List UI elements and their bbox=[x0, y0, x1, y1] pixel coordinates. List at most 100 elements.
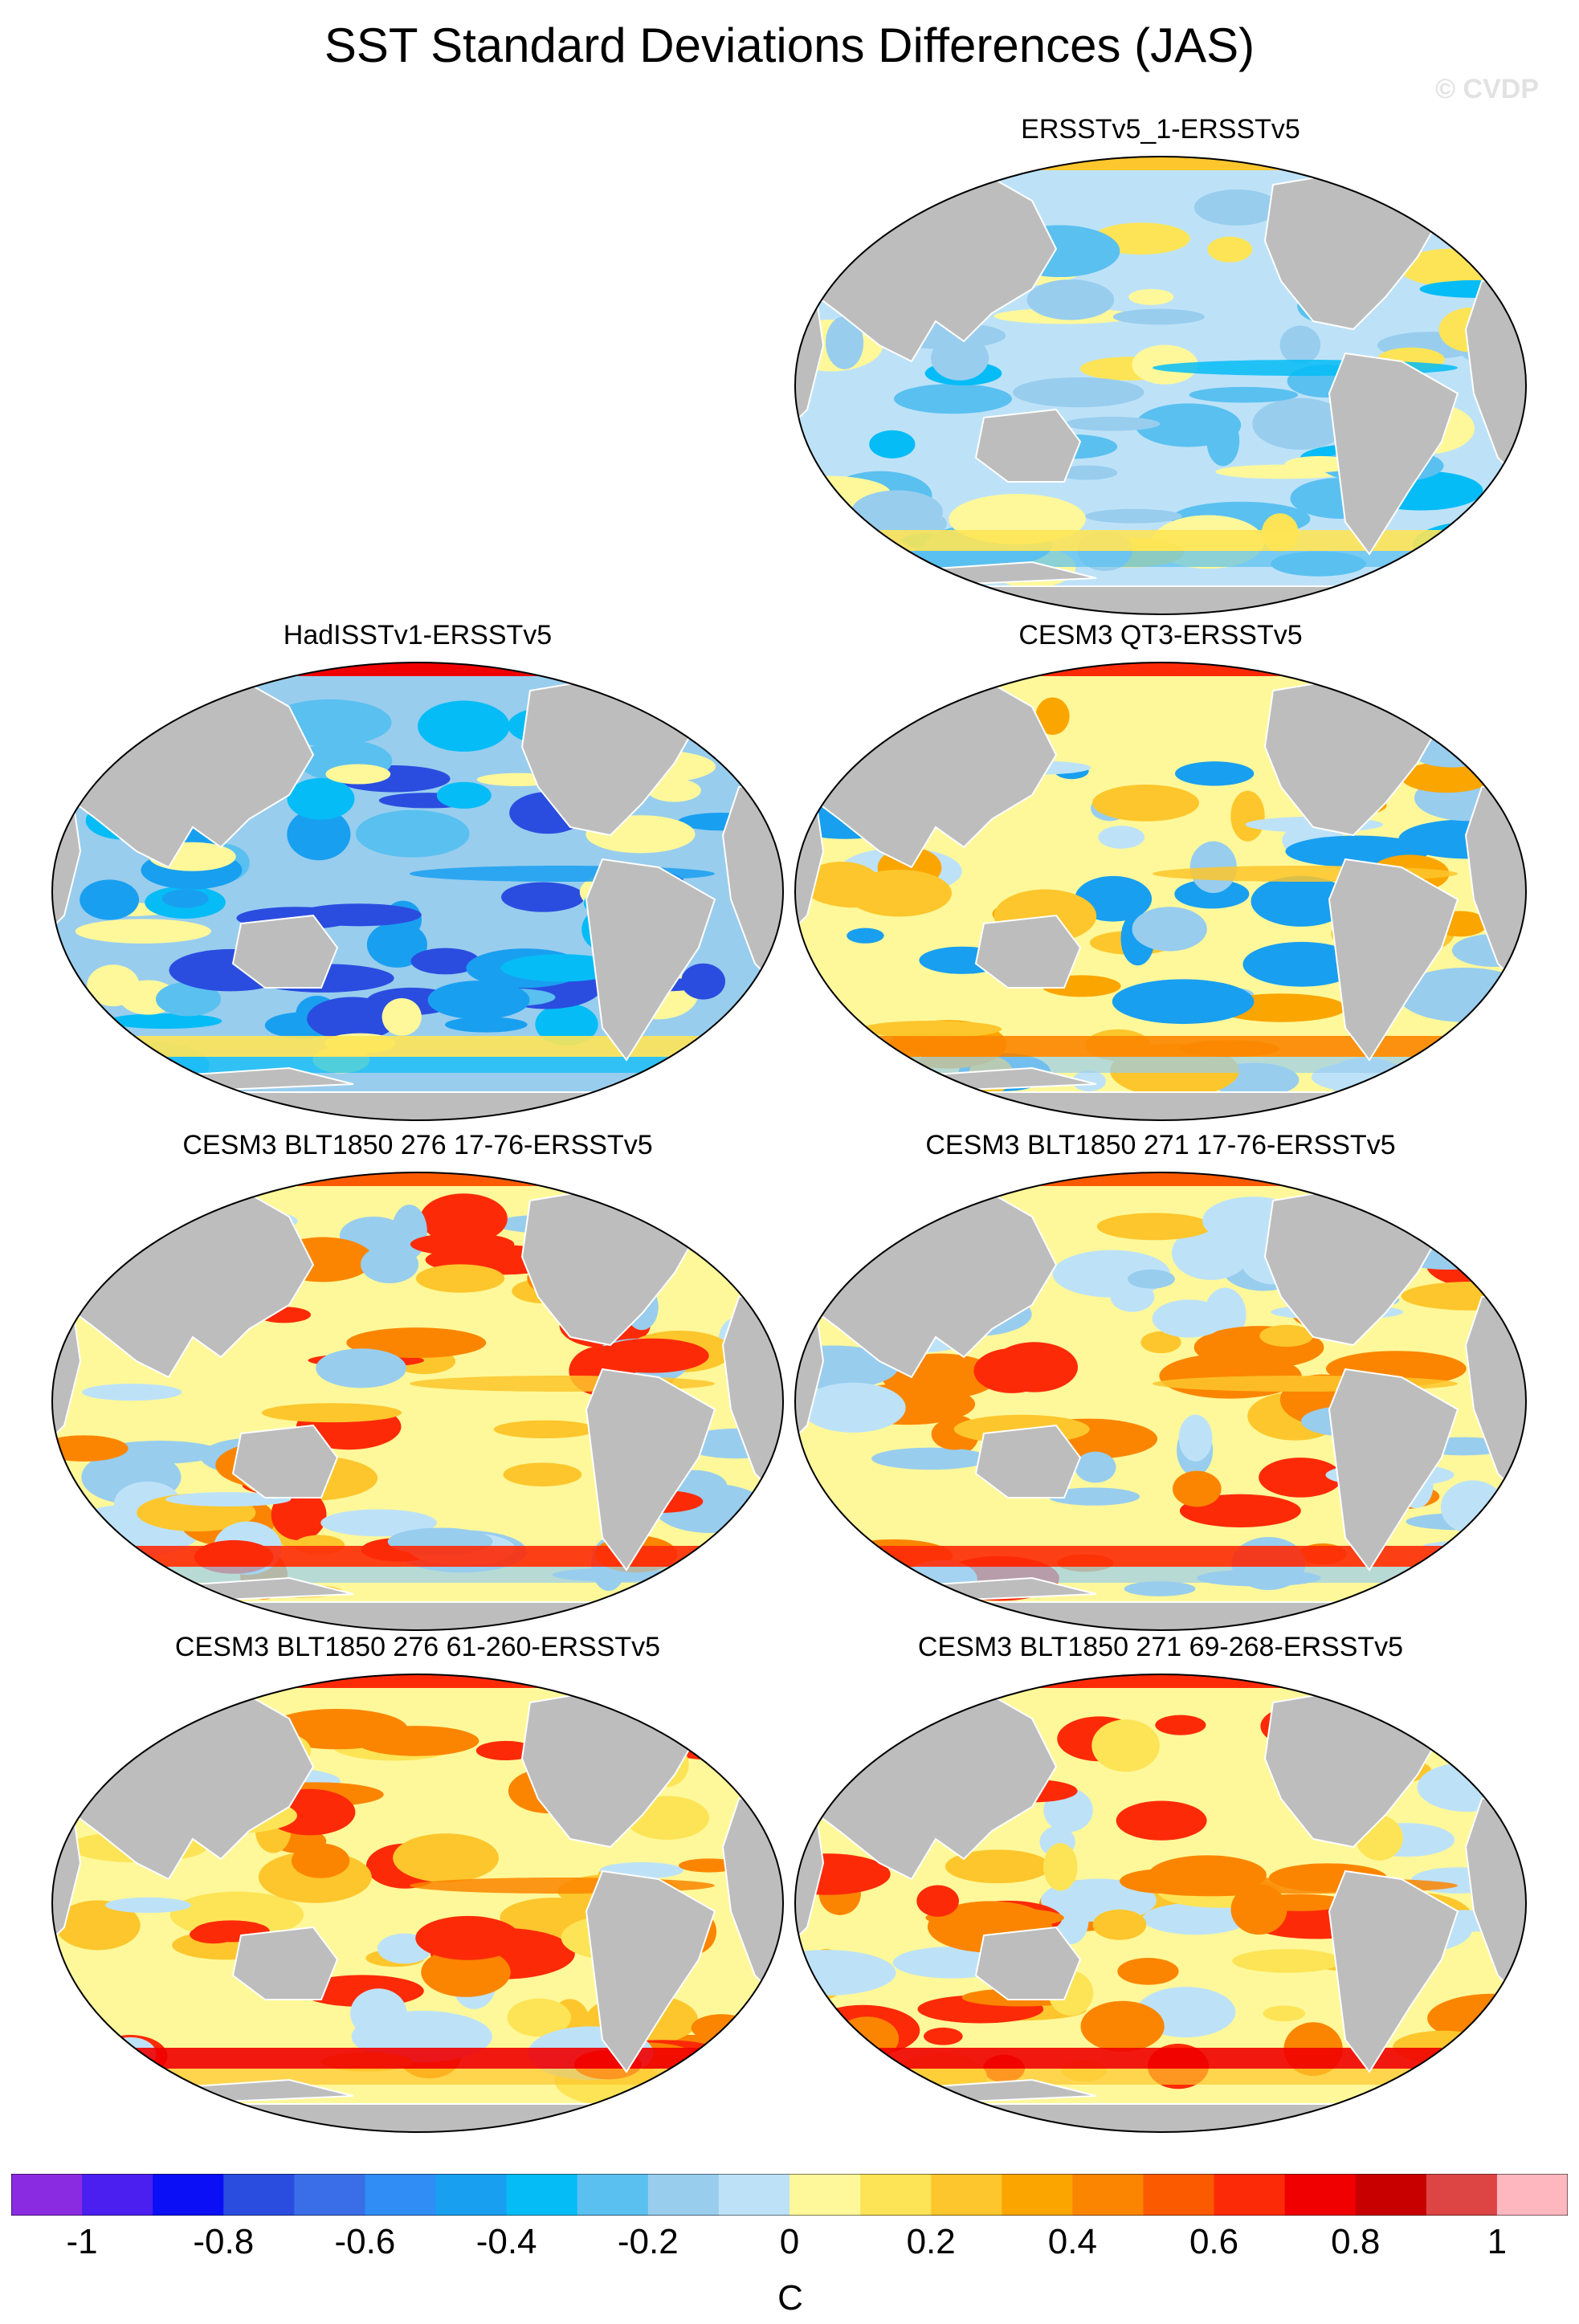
anomaly-patch bbox=[724, 2020, 764, 2045]
anomaly-patch bbox=[421, 1947, 511, 1997]
colorbar-tick-label: 1 bbox=[1487, 2222, 1508, 2261]
land-mass bbox=[585, 1869, 716, 2073]
anomaly-patch bbox=[501, 882, 585, 912]
colorbar-swatch bbox=[718, 2174, 790, 2216]
anomaly-patch bbox=[59, 1058, 167, 1071]
colorbar-swatch bbox=[647, 2174, 720, 2216]
anomaly-patch bbox=[826, 316, 864, 369]
panel-title: CESM3 BLT1850 271 69-268-ERSSTv5 bbox=[917, 1632, 1404, 1662]
anomaly-patch bbox=[287, 777, 355, 820]
anomaly-patch bbox=[1128, 288, 1174, 305]
anomaly-patch bbox=[681, 963, 726, 1000]
anomaly-patch bbox=[261, 1403, 402, 1423]
anomaly-patch bbox=[1064, 416, 1161, 431]
colorbar-tick-label: 0.2 bbox=[906, 2222, 956, 2261]
anomaly-patch bbox=[320, 1509, 437, 1537]
anomaly-patch bbox=[1047, 1487, 1140, 1506]
anomaly-patch bbox=[847, 1042, 887, 1074]
panel-title: CESM3 BLT1850 276 17-76-ERSSTv5 bbox=[182, 1130, 653, 1160]
anomaly-patch bbox=[1173, 1470, 1222, 1507]
anomaly-patch bbox=[410, 948, 480, 975]
anomaly-patch bbox=[1232, 1949, 1343, 1973]
anomaly-patch bbox=[647, 778, 701, 802]
land-mass bbox=[1328, 1869, 1459, 2073]
anomaly-patch bbox=[55, 1900, 141, 1951]
colorbar-swatch bbox=[435, 2174, 508, 2216]
colorbar-tick-label: -0.2 bbox=[617, 2222, 679, 2261]
anomaly-patch bbox=[916, 1885, 959, 1917]
land-mass bbox=[1416, 1183, 1483, 1234]
anomaly-patch bbox=[847, 928, 884, 944]
anomaly-patch bbox=[507, 1998, 571, 2037]
anomaly-patch bbox=[161, 889, 209, 908]
land-mass bbox=[974, 914, 1082, 989]
world-map bbox=[51, 1172, 784, 1631]
anomaly-patch bbox=[1417, 1762, 1518, 1812]
anomaly-patch bbox=[475, 1740, 536, 1761]
colorbar-swatch bbox=[153, 2174, 224, 2216]
colorbar-swatch bbox=[11, 2174, 83, 2216]
anomaly-patch bbox=[1259, 1458, 1343, 1498]
anomaly-patch bbox=[415, 1264, 505, 1293]
anomaly-patch bbox=[1140, 1331, 1181, 1354]
colorbar-tick-label: 0.6 bbox=[1189, 2222, 1239, 2261]
colorbar bbox=[11, 2174, 1568, 2216]
land-mass bbox=[1328, 352, 1459, 556]
anomaly-patch bbox=[1012, 377, 1144, 408]
panel-title: CESM3 BLT1850 276 61-260-ERSSTv5 bbox=[174, 1632, 661, 1662]
anomaly-patch bbox=[817, 1198, 921, 1237]
anomaly-patch bbox=[1071, 1070, 1107, 1091]
anomaly-patch bbox=[1189, 386, 1299, 403]
anomaly-patch bbox=[1263, 2005, 1306, 2022]
map-panel: CESM3 BLT1850 276 61-260-ERSSTv5 bbox=[48, 1630, 787, 2152]
land-mass bbox=[231, 914, 339, 989]
world-map bbox=[51, 662, 784, 1121]
land-mass bbox=[1416, 1685, 1483, 1736]
anomaly-patch bbox=[869, 430, 916, 459]
colorbar-tick-label: 0 bbox=[779, 2222, 800, 2261]
map-panel: CESM3 BLT1850 271 17-76-ERSSTv5 bbox=[791, 1128, 1530, 1650]
anomaly-patch bbox=[1056, 465, 1118, 480]
panel-title: HadISSTv1-ERSSTv5 bbox=[283, 620, 553, 650]
anomaly-patch bbox=[973, 1348, 1051, 1393]
land-mass bbox=[974, 1424, 1082, 1498]
anomaly-patch bbox=[1124, 1581, 1196, 1596]
panel-title: CESM3 BLT1850 271 17-76-ERSSTv5 bbox=[925, 1130, 1396, 1160]
anomaly-patch bbox=[1422, 569, 1526, 585]
anomaly-patch bbox=[410, 1233, 515, 1256]
anomaly-patch bbox=[851, 490, 944, 533]
colorbar-tick-label: -0.8 bbox=[193, 2222, 255, 2261]
anomaly-patch bbox=[705, 1730, 783, 1743]
map-panel: CESM3 QT3-ERSSTv5 bbox=[791, 618, 1530, 1140]
land-mass bbox=[1416, 167, 1483, 218]
anomaly-patch bbox=[1092, 1909, 1147, 1940]
anomaly-patch bbox=[493, 1420, 597, 1439]
map-panel: ERSSTv5_1-ERSSTv5 bbox=[791, 112, 1530, 634]
colorbar-swatch bbox=[931, 2174, 1002, 2216]
anomaly-patch bbox=[1206, 415, 1240, 467]
anomaly-patch bbox=[316, 1348, 406, 1388]
anomaly-patch bbox=[595, 1338, 709, 1373]
colorbar-tick-label: -1 bbox=[66, 2222, 98, 2261]
anomaly-patch bbox=[445, 1017, 528, 1033]
anomaly-patch bbox=[1075, 1451, 1116, 1483]
map-panel: CESM3 BLT1850 276 17-76-ERSSTv5 bbox=[48, 1128, 787, 1650]
colorbar-swatch bbox=[1426, 2174, 1498, 2216]
map-panel: CESM3 BLT1850 271 69-268-ERSSTv5 bbox=[791, 1630, 1530, 2152]
colorbar-swatch bbox=[223, 2174, 295, 2216]
anomaly-patch bbox=[1279, 325, 1321, 365]
anomaly-patch bbox=[1207, 236, 1253, 263]
anomaly-patch bbox=[107, 1013, 222, 1029]
colorbar-units: C bbox=[777, 2278, 803, 2318]
land-mass bbox=[974, 1926, 1082, 2000]
anomaly-patch bbox=[80, 879, 140, 920]
anomaly-patch bbox=[165, 1492, 292, 1507]
anomaly-patch bbox=[1230, 790, 1265, 842]
anomaly-patch bbox=[1251, 875, 1351, 927]
anomaly-patch bbox=[1242, 941, 1361, 987]
colorbar-swatch bbox=[860, 2174, 932, 2216]
anomaly-patch bbox=[1142, 1902, 1250, 1935]
anomaly-patch bbox=[355, 809, 470, 858]
anomaly-patch bbox=[795, 1950, 896, 1996]
colorbar-swatch bbox=[577, 2174, 649, 2216]
